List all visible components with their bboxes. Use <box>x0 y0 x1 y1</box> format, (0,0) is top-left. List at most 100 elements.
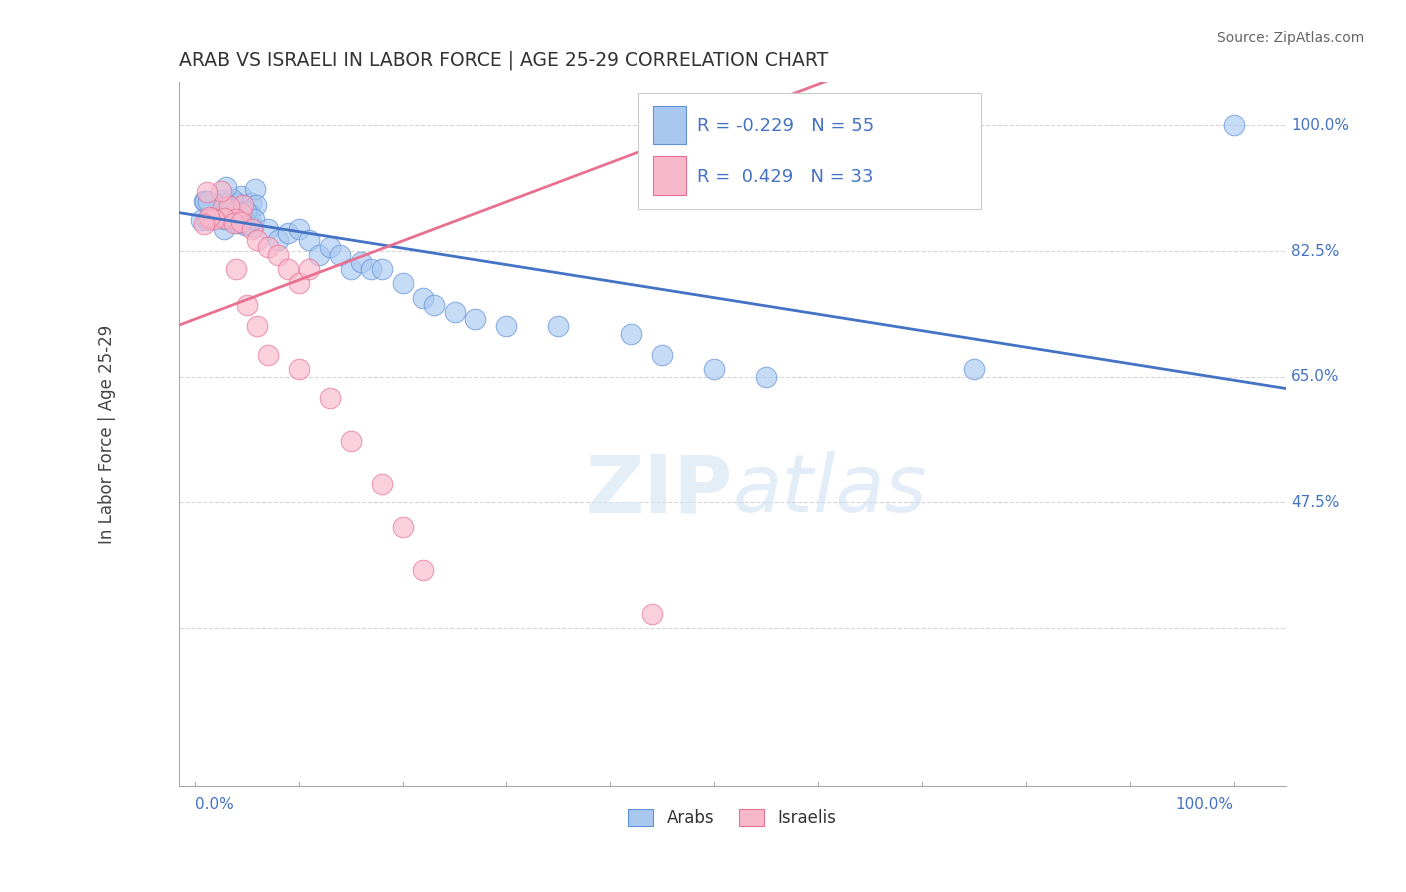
Point <box>298 233 321 247</box>
Point <box>245 198 267 212</box>
Point <box>256 348 278 362</box>
Point <box>287 277 309 291</box>
Point <box>224 216 246 230</box>
Point <box>190 213 212 227</box>
Point <box>197 210 219 224</box>
Point <box>246 233 269 247</box>
Point <box>218 202 240 217</box>
Text: 100.0%: 100.0% <box>1291 118 1348 133</box>
Point <box>229 215 252 229</box>
Point <box>360 262 382 277</box>
Point <box>651 348 673 362</box>
Point <box>371 262 394 277</box>
Text: ZIP: ZIP <box>585 451 733 529</box>
Point <box>209 185 232 199</box>
Point <box>232 197 254 211</box>
Point <box>242 219 264 234</box>
Point <box>277 262 299 277</box>
Point <box>308 247 330 261</box>
Point <box>319 391 342 405</box>
Point <box>703 362 725 376</box>
Point <box>229 189 252 203</box>
Point <box>233 218 256 232</box>
Point <box>218 199 240 213</box>
Point <box>225 262 247 277</box>
Point <box>233 209 256 223</box>
Point <box>235 298 257 312</box>
Point <box>495 319 517 334</box>
Point <box>246 319 269 334</box>
Point <box>211 193 233 207</box>
Point <box>287 362 309 376</box>
Point <box>195 185 218 199</box>
Text: R = -0.229   N = 55: R = -0.229 N = 55 <box>697 117 875 135</box>
Text: 100.0%: 100.0% <box>1175 797 1233 812</box>
Point <box>319 240 342 254</box>
Point <box>339 262 361 277</box>
Point <box>233 207 256 221</box>
Point <box>412 564 434 578</box>
Point <box>277 226 299 240</box>
Point <box>963 362 986 376</box>
Legend: Arabs, Israelis: Arabs, Israelis <box>621 802 844 834</box>
Point <box>620 326 643 341</box>
Point <box>240 222 263 236</box>
Point <box>256 240 278 254</box>
Text: 82.5%: 82.5% <box>1291 244 1340 259</box>
Point <box>202 212 225 227</box>
Point <box>219 198 242 212</box>
Point <box>225 215 247 229</box>
Point <box>229 206 252 220</box>
Point <box>211 200 233 214</box>
Point <box>219 203 242 218</box>
Point <box>287 222 309 236</box>
Point <box>464 312 486 326</box>
FancyBboxPatch shape <box>652 156 686 194</box>
Point <box>212 221 235 235</box>
Point <box>239 207 262 221</box>
Point <box>221 211 243 226</box>
Point <box>197 194 219 209</box>
Point <box>547 319 569 334</box>
Point <box>1222 119 1244 133</box>
FancyBboxPatch shape <box>638 93 981 209</box>
Point <box>350 254 373 268</box>
Point <box>443 305 465 319</box>
Point <box>200 211 222 226</box>
Point <box>755 369 778 384</box>
Point <box>391 520 413 534</box>
Point <box>193 217 215 231</box>
Text: 0.0%: 0.0% <box>195 797 233 812</box>
Point <box>195 213 218 227</box>
Point <box>412 291 434 305</box>
Text: atlas: atlas <box>733 451 927 529</box>
Point <box>212 211 235 226</box>
Point <box>371 477 394 491</box>
Point <box>236 217 259 231</box>
Text: Source: ZipAtlas.com: Source: ZipAtlas.com <box>1216 31 1364 45</box>
Point <box>212 211 235 226</box>
Point <box>221 193 243 207</box>
Point <box>243 182 266 196</box>
Point <box>193 194 215 208</box>
Text: R =  0.429   N = 33: R = 0.429 N = 33 <box>697 169 873 186</box>
Point <box>194 194 217 208</box>
Point <box>329 247 352 261</box>
Point <box>391 277 413 291</box>
Point <box>243 211 266 226</box>
Point <box>339 434 361 449</box>
Point <box>422 298 444 312</box>
Point <box>641 607 664 621</box>
Point <box>235 203 257 218</box>
Point <box>267 247 290 261</box>
Point <box>215 180 238 194</box>
Point <box>198 211 221 225</box>
FancyBboxPatch shape <box>652 105 686 145</box>
Point <box>267 233 290 247</box>
Text: In Labor Force | Age 25-29: In Labor Force | Age 25-29 <box>98 325 117 544</box>
Text: ARAB VS ISRAELI IN LABOR FORCE | AGE 25-29 CORRELATION CHART: ARAB VS ISRAELI IN LABOR FORCE | AGE 25-… <box>179 51 828 70</box>
Point <box>256 222 278 236</box>
Text: 65.0%: 65.0% <box>1291 369 1340 384</box>
Point <box>214 196 236 211</box>
Point <box>298 262 321 277</box>
